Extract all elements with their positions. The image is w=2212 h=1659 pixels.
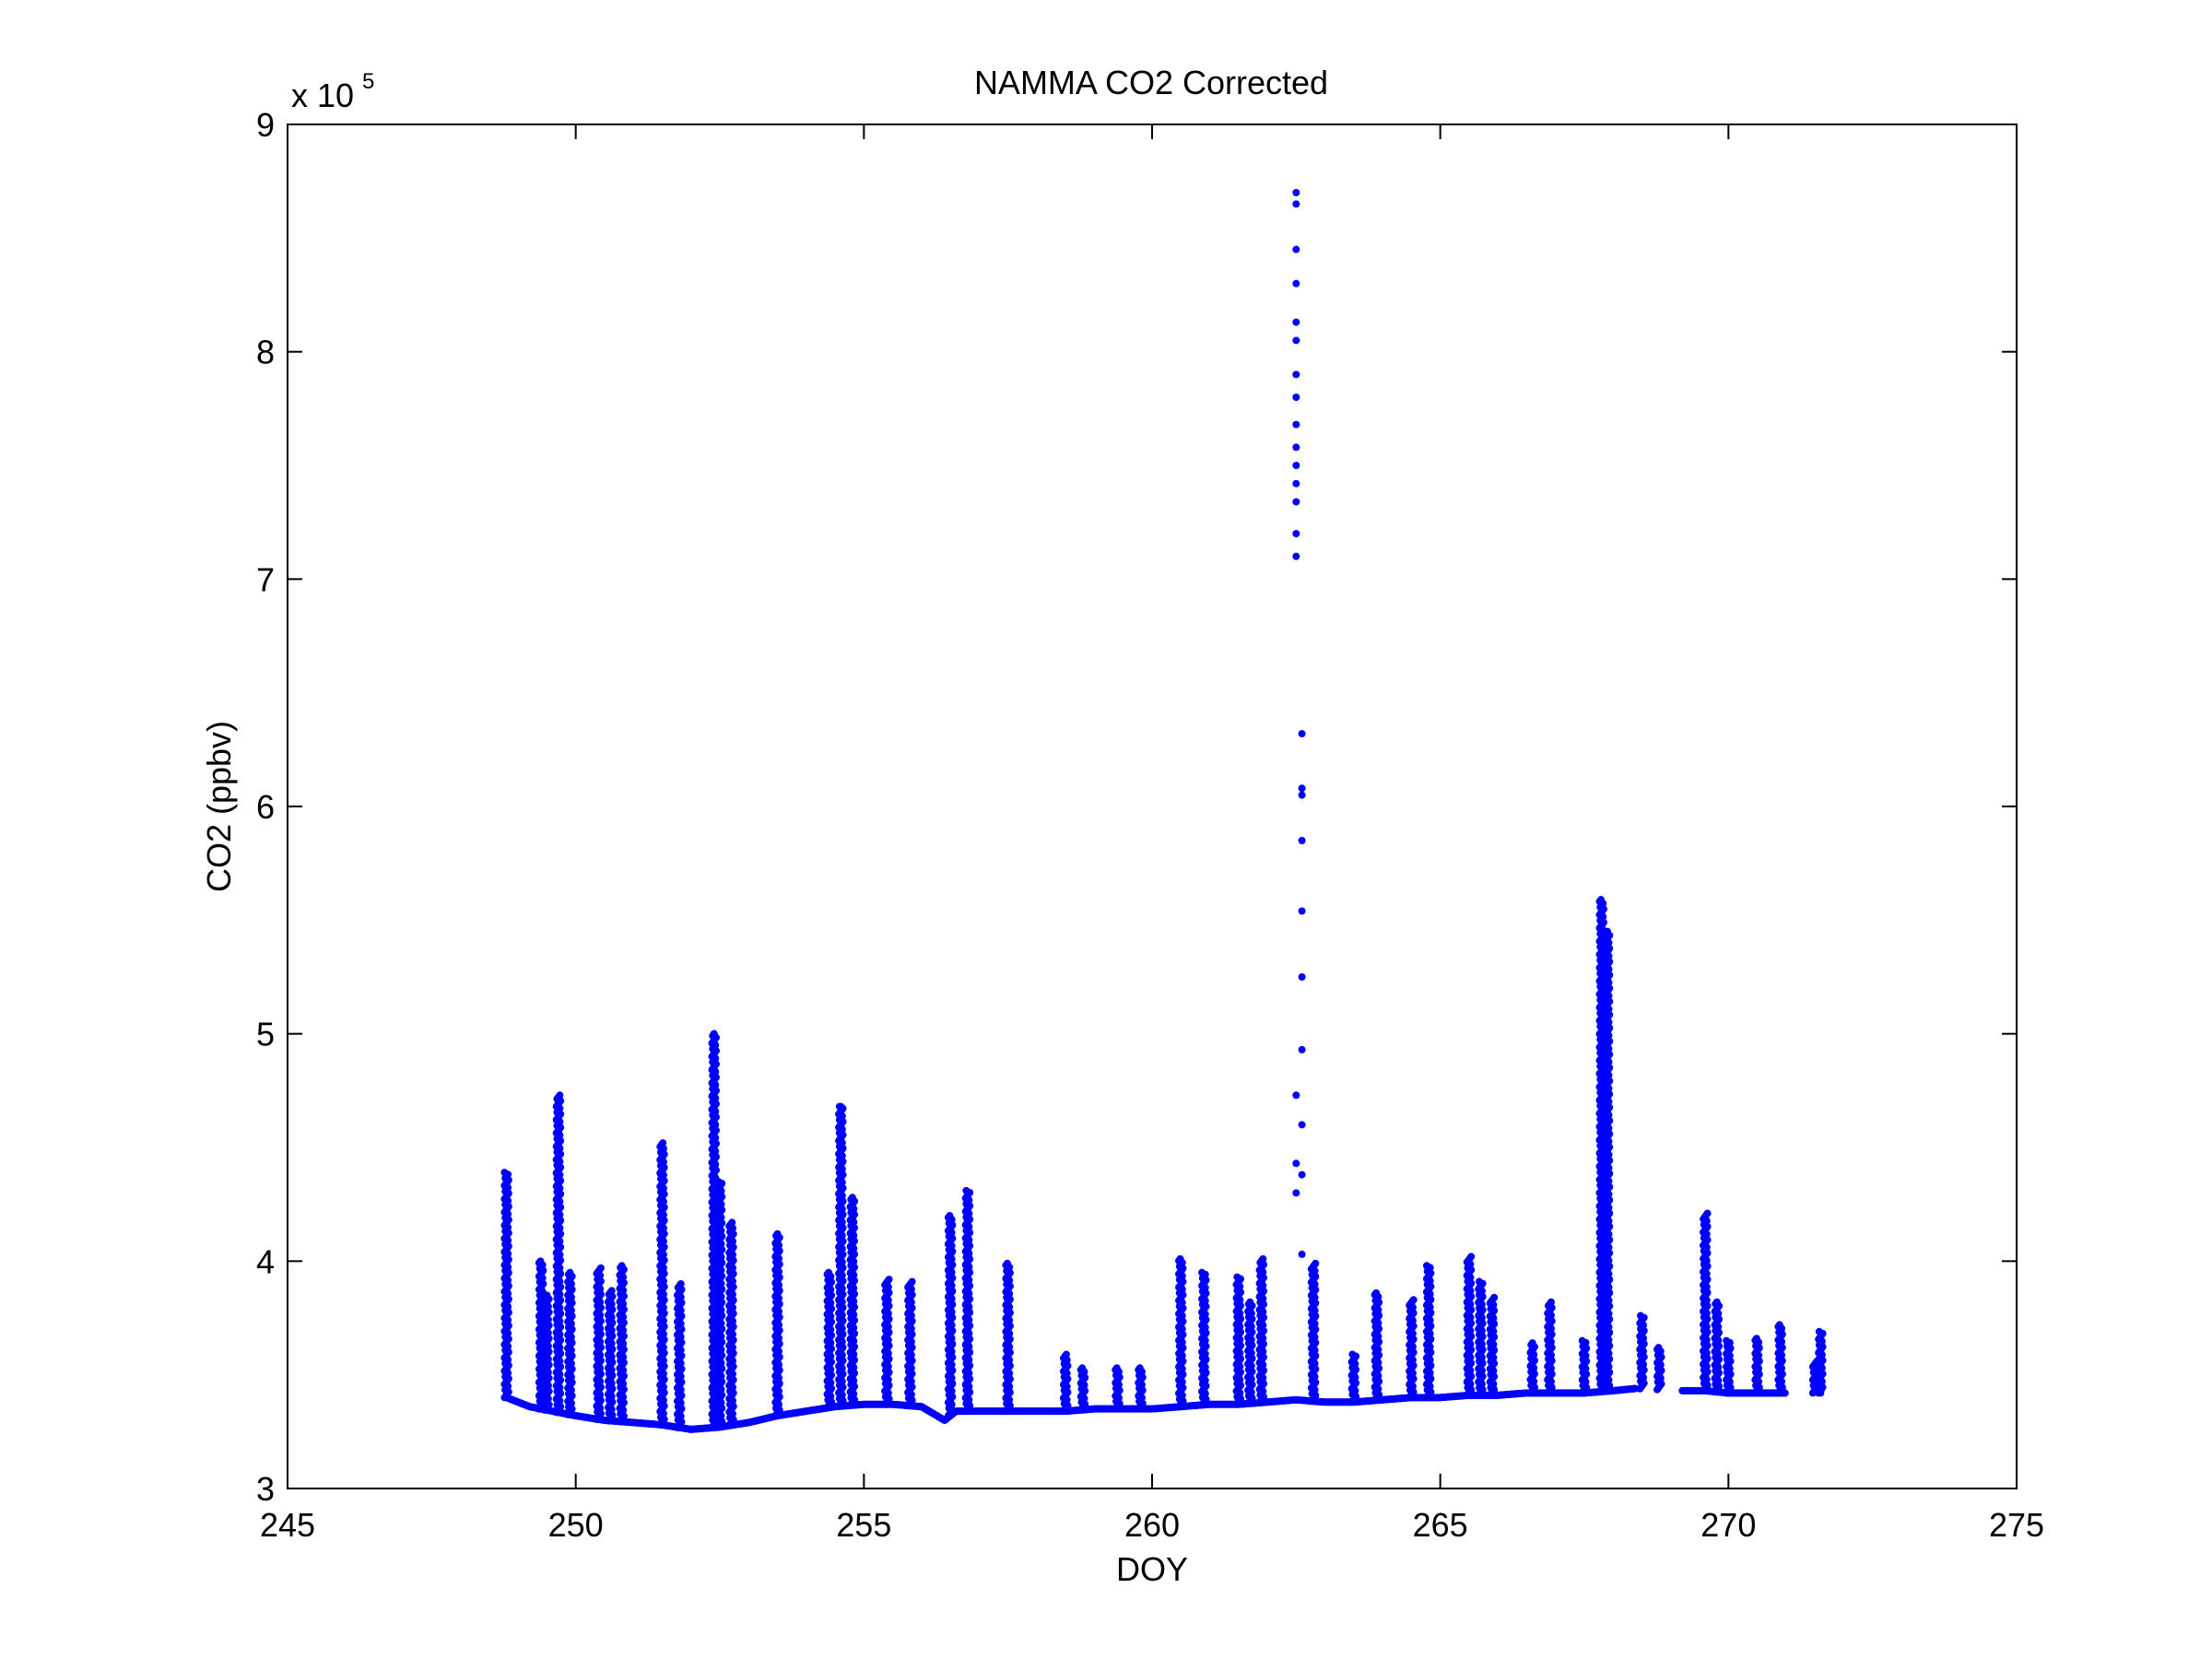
spike-point [1528,1339,1536,1347]
spike-point [962,1186,971,1194]
spike-point [566,1268,574,1277]
chart-title: NAMMA CO2 Corrected [974,64,1328,101]
spike-point [500,1169,509,1177]
spike-point [885,1276,893,1284]
spike-point [536,1257,545,1265]
spike-point [1062,1350,1070,1359]
spike-point [946,1212,954,1219]
spike-point [1176,1254,1184,1263]
spike-point [1547,1298,1555,1306]
spike-point [1467,1253,1476,1261]
spike-point [1597,896,1606,904]
spike-point [1348,1350,1357,1359]
spike-point [1233,1273,1241,1281]
spike-point [1409,1296,1418,1304]
spike-point [618,1262,626,1270]
spike-point [1259,1254,1267,1263]
data-marks [500,189,1827,1433]
spike-point [1578,1336,1586,1345]
spike-point [1078,1364,1087,1372]
spike-point [1112,1364,1121,1372]
spike-point [596,1264,605,1272]
spike-point [607,1287,616,1295]
spike-point [728,1218,736,1227]
spike-point [1422,1262,1430,1270]
spike-point [1475,1277,1483,1286]
spike-point [677,1280,685,1288]
spike-point [908,1277,916,1286]
spike-point [543,1291,551,1300]
spike-point [1135,1364,1144,1372]
spike-point [659,1139,667,1147]
spike-point [825,1268,833,1277]
spike-point [714,1178,723,1185]
spike-point [1198,1268,1206,1277]
spike-point [556,1091,564,1100]
spike-point [1003,1259,1011,1267]
spike-point [1246,1298,1254,1306]
plot-area [288,124,2017,1488]
spike-point [1490,1293,1499,1301]
spike-point [848,1194,856,1202]
spike-point [1312,1259,1320,1267]
spike-point [1372,1288,1381,1297]
spike-point [773,1230,782,1238]
